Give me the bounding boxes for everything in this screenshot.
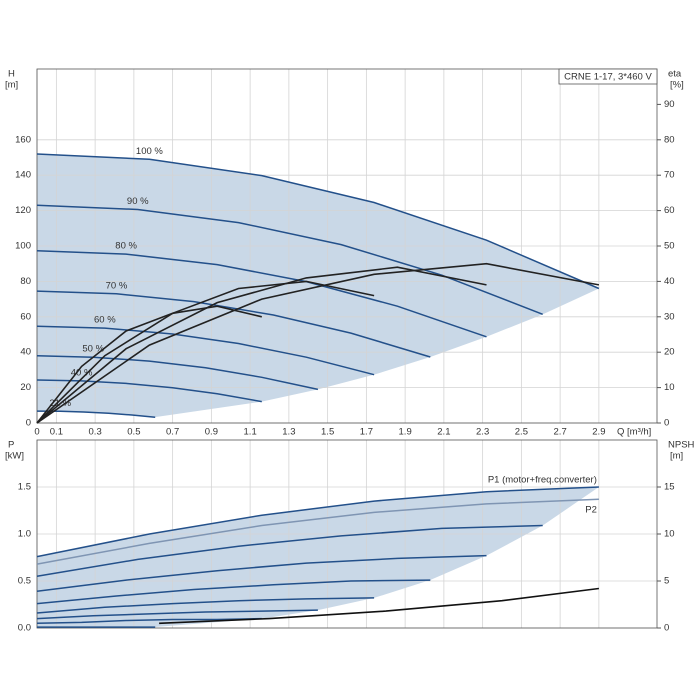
y2-tick-label: 80: [664, 134, 675, 145]
y-axis-label: H: [8, 69, 15, 80]
curve: [36, 262, 600, 424]
curve: [36, 266, 487, 424]
curve: [36, 524, 543, 578]
y2-tick-label: 40: [664, 276, 675, 287]
x-tick-label: 1.9: [399, 427, 412, 438]
x-tick-label: 1.3: [282, 427, 295, 438]
x-tick-label: 0.5: [127, 427, 140, 438]
y-tick-label: 0.0: [18, 623, 31, 634]
curve: [36, 597, 375, 614]
y-axis-label: P: [8, 440, 14, 451]
y2-tick-label: 30: [664, 311, 675, 322]
y2-tick-label: 10: [664, 382, 675, 393]
curve: [36, 204, 543, 315]
curve-label: 90 %: [127, 196, 149, 207]
y-axis-unit: [kW]: [5, 451, 24, 462]
curve-label: 60 %: [94, 315, 116, 326]
curve-label: 40 %: [71, 367, 93, 378]
y2-tick-label: 90: [664, 99, 675, 110]
curve: [36, 617, 262, 625]
y2-tick-label: 70: [664, 170, 675, 181]
curve: [36, 579, 431, 605]
y-tick-label: 80: [20, 276, 31, 287]
curve: [36, 609, 318, 620]
curve: [159, 587, 599, 625]
x-tick-label: 1.1: [244, 427, 257, 438]
y-tick-label: 40: [20, 347, 31, 358]
x-tick-label: 1.7: [360, 427, 373, 438]
y2-axis-unit: [m]: [670, 451, 683, 462]
x-tick-label: 0: [34, 427, 39, 438]
curve: [36, 354, 319, 391]
curve-label: P2: [585, 505, 597, 516]
curve-label: 80 %: [115, 241, 137, 252]
curve: [36, 554, 487, 593]
title-box: [558, 68, 658, 85]
y2-tick-label: 10: [664, 529, 675, 540]
curve: [36, 305, 262, 424]
y-tick-label: 20: [20, 382, 31, 393]
curve: [36, 290, 431, 358]
y-tick-label: 0.5: [18, 576, 31, 587]
y2-tick-label: 60: [664, 205, 675, 216]
x-tick-label: 2.1: [437, 427, 450, 438]
curve: [36, 153, 600, 290]
y2-tick-label: 0: [664, 418, 669, 429]
y2-tick-label: 5: [664, 576, 669, 587]
curve-label: P1 (motor+freq.converter): [488, 475, 597, 486]
y-tick-label: 1.0: [18, 529, 31, 540]
x-tick-label: 2.7: [554, 427, 567, 438]
y2-tick-label: 50: [664, 241, 675, 252]
y-tick-label: 160: [15, 134, 31, 145]
y2-tick-label: 0: [664, 623, 669, 634]
y2-tick-label: 20: [664, 347, 675, 358]
x-tick-label: 2.9: [592, 427, 605, 438]
curve: [36, 410, 156, 418]
x-tick-label: 0.7: [166, 427, 179, 438]
plot-frame: [36, 439, 658, 629]
curve: [36, 325, 375, 376]
x-tick-label: 0.1: [50, 427, 63, 438]
curve: [36, 379, 262, 403]
y2-axis-unit: [%]: [670, 80, 684, 91]
curve: [36, 498, 599, 565]
y-tick-label: 0: [26, 418, 31, 429]
chart-title: CRNE 1-17, 3*460 V: [564, 72, 652, 83]
y-axis-unit: [m]: [5, 80, 18, 91]
y-tick-label: 120: [15, 205, 31, 216]
curve-label: 100 %: [136, 146, 163, 157]
curve: [36, 486, 599, 558]
plot-frame: [36, 68, 658, 424]
y-tick-label: 60: [20, 311, 31, 322]
x-axis-label: Q [m³/h]: [617, 427, 651, 438]
y-tick-label: 1.5: [18, 482, 31, 493]
curve: [36, 280, 375, 424]
x-tick-label: 1.5: [321, 427, 334, 438]
x-tick-label: 2.3: [476, 427, 489, 438]
y2-axis-label: NPSH: [668, 440, 695, 451]
y-tick-label: 100: [15, 241, 31, 252]
operating-area: [37, 153, 599, 418]
y2-axis-label: eta: [668, 69, 682, 80]
x-tick-label: 2.5: [515, 427, 528, 438]
curve-label: 50 %: [82, 344, 104, 355]
x-tick-label: 0.9: [205, 427, 218, 438]
operating-area: [37, 487, 599, 628]
y2-tick-label: 15: [664, 482, 675, 493]
x-tick-label: 0.3: [89, 427, 102, 438]
y-tick-label: 140: [15, 170, 31, 181]
curve: [36, 250, 487, 338]
curve-label: 70 %: [106, 280, 128, 291]
